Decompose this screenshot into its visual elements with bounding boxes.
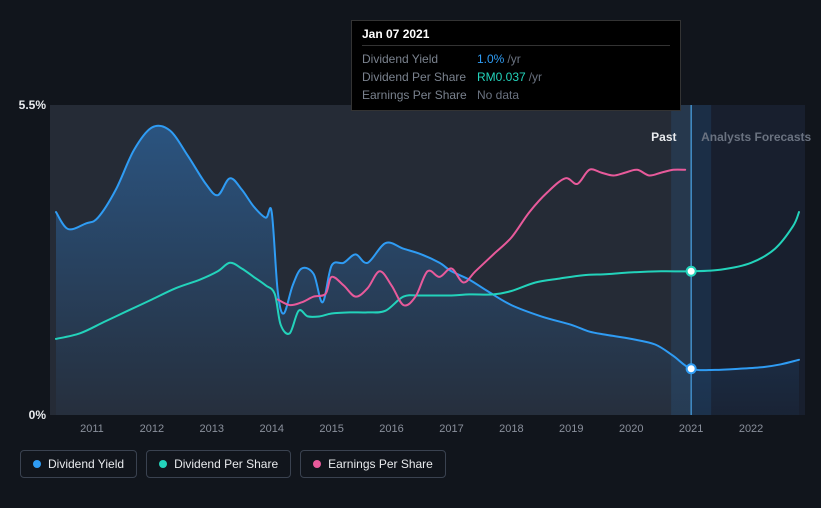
tooltip-row: Dividend Per ShareRM0.037/yr [362, 68, 670, 86]
legend-dot-icon [159, 460, 167, 468]
x-axis-label: 2015 [319, 423, 343, 435]
legend-item-label: Dividend Yield [48, 457, 124, 471]
legend-item-dividend-yield[interactable]: Dividend Yield [20, 450, 137, 478]
x-axis-label: 2016 [379, 423, 403, 435]
tooltip-row-label: Dividend Yield [362, 52, 477, 66]
x-axis-label: 2020 [619, 423, 643, 435]
tooltip-row-label: Earnings Per Share [362, 88, 477, 102]
tooltip-row-value: No data [477, 88, 519, 102]
x-axis-label: 2019 [559, 423, 583, 435]
forecast-region-label: Analysts Forecasts [701, 130, 811, 144]
legend-item-dividend-per-share[interactable]: Dividend Per Share [146, 450, 291, 478]
tooltip-row-value: RM0.037 [477, 70, 526, 84]
tooltip-row: Earnings Per ShareNo data [362, 86, 670, 104]
dividend-chart: Jan 07 2021 Dividend Yield1.0%/yrDividen… [0, 0, 821, 508]
legend-dot-icon [33, 460, 41, 468]
past-region-label: Past [651, 130, 676, 144]
tooltip-date: Jan 07 2021 [362, 27, 670, 46]
tooltip-row-suffix: /yr [529, 70, 542, 84]
legend-item-label: Earnings Per Share [328, 457, 433, 471]
x-axis-label: 2017 [439, 423, 463, 435]
x-axis-label: 2021 [679, 423, 703, 435]
x-axis-label: 2013 [200, 423, 224, 435]
tooltip-row-label: Dividend Per Share [362, 70, 477, 84]
tooltip-row: Dividend Yield1.0%/yr [362, 50, 670, 68]
x-axis-label: 2022 [739, 423, 763, 435]
x-axis-label: 2011 [80, 423, 104, 435]
chart-plot-area[interactable] [50, 105, 805, 415]
tooltip-row-value: 1.0% [477, 52, 504, 66]
chart-tooltip: Jan 07 2021 Dividend Yield1.0%/yrDividen… [351, 20, 681, 111]
legend-item-earnings-per-share[interactable]: Earnings Per Share [300, 450, 446, 478]
legend-item-label: Dividend Per Share [174, 457, 278, 471]
y-axis-label: 5.5% [18, 98, 46, 112]
x-axis-label: 2012 [140, 423, 164, 435]
chart-legend: Dividend Yield Dividend Per Share Earnings… [20, 450, 446, 478]
tooltip-row-suffix: /yr [507, 52, 520, 66]
x-axis-label: 2014 [259, 423, 283, 435]
x-axis-label: 2018 [499, 423, 523, 435]
y-axis-label: 0% [18, 408, 46, 422]
legend-dot-icon [313, 460, 321, 468]
